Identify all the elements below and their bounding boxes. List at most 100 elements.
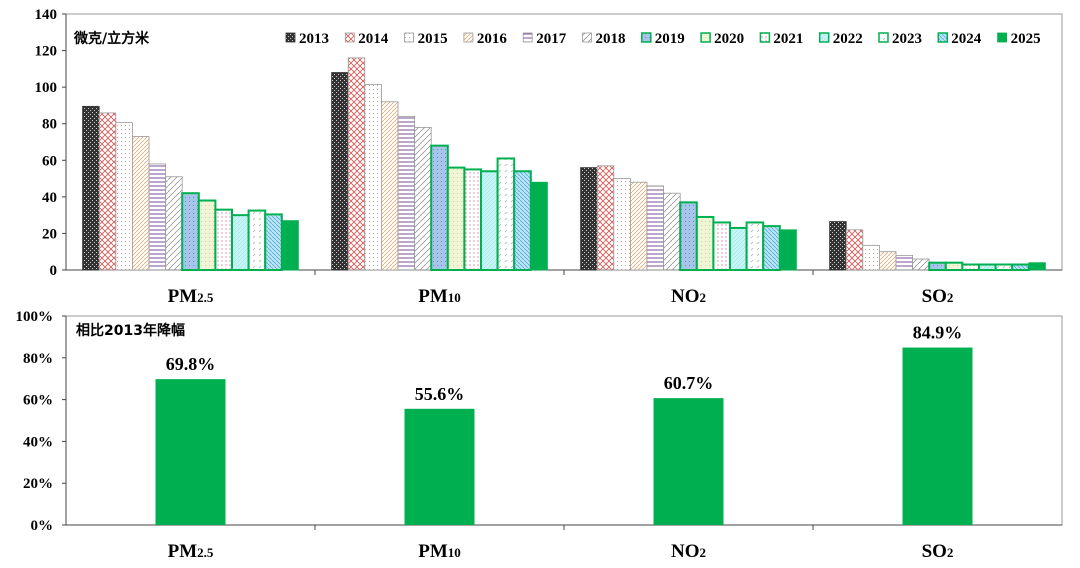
category-sub: 2 (947, 545, 954, 560)
x-category-label: PM10 (418, 541, 461, 562)
data-label: 60.7% (664, 373, 714, 393)
reduction-chart: 0%20%40%60%80%100%相比2013年降幅69.8%PM2.555.… (16, 309, 1063, 562)
bar-PM2.5-2025 (281, 220, 299, 271)
legend-item-2014: 2014 (344, 31, 389, 47)
bar-PM10-2018 (414, 126, 432, 271)
legend-swatch (997, 32, 1007, 43)
legend-item-2019: 2019 (641, 31, 685, 47)
x-category-label: SO2 (922, 286, 954, 307)
x-category-label: NO2 (671, 286, 706, 307)
y-tick-label: 20% (23, 476, 53, 492)
legend-item-2020: 2020 (700, 31, 744, 47)
y-tick-label: 120 (35, 44, 58, 60)
legend-label: 2013 (299, 31, 329, 47)
bar-PM2.5-2023 (247, 209, 267, 271)
legend-label: 2017 (536, 31, 567, 47)
legend-item-2016: 2016 (463, 31, 507, 47)
bar-NO2-2018 (663, 192, 681, 271)
legend-item-2015: 2015 (404, 31, 448, 47)
legend-label: 2018 (596, 31, 626, 47)
y-tick-label: 80 (42, 117, 57, 133)
data-label: 69.8% (166, 354, 216, 374)
category-main: PM (168, 286, 198, 307)
bar-SO2-2023 (994, 263, 1014, 271)
bar-SO2-2016 (879, 251, 897, 271)
category-main: NO (671, 286, 700, 307)
bar-NO2-2024 (762, 225, 781, 272)
category-main: PM (168, 541, 198, 562)
bar-SO2-2015 (862, 244, 880, 271)
legend-swatch (582, 32, 592, 43)
bar-NO2 (653, 398, 724, 525)
y-tick-label: 0 (50, 263, 58, 279)
bar-PM10-2019 (430, 144, 449, 272)
bar-PM2.5-2016 (131, 136, 150, 271)
bar-PM2.5-2019 (181, 192, 200, 271)
bar-SO2-2013 (829, 221, 847, 271)
legend-label: 2015 (418, 31, 448, 47)
bar-NO2-2017 (646, 185, 665, 271)
chart-title: 相比2013年降幅 (76, 322, 185, 339)
bar-PM2.5-2017 (148, 163, 167, 271)
data-label: 55.6% (415, 384, 465, 404)
y-tick-label: 20 (42, 226, 57, 242)
bar-NO2-2023 (745, 221, 765, 271)
bar-PM10-2023 (496, 157, 516, 271)
bar-PM10-2020 (446, 166, 466, 272)
legend-swatch (404, 32, 415, 43)
y-tick-label: 60 (42, 153, 57, 169)
x-category-label: NO2 (671, 541, 706, 562)
bar-SO2-2014 (845, 229, 864, 271)
x-category-label: PM2.5 (168, 286, 214, 307)
bar-SO2 (902, 347, 973, 525)
legend-label: 2019 (655, 31, 685, 47)
bar-PM10-2014 (347, 57, 366, 271)
y-tick-label: 100% (16, 309, 54, 325)
legend-item-2022: 2022 (818, 31, 863, 47)
legend-label: 2025 (1011, 31, 1041, 47)
x-category-label: PM2.5 (168, 541, 214, 562)
legend-item-2023: 2023 (878, 31, 922, 47)
bar-PM2.5-2020 (197, 199, 217, 271)
y-tick-label: 80% (23, 351, 53, 367)
bar-SO2-2025 (1028, 262, 1046, 271)
y-tick-label: 0% (31, 518, 54, 534)
bar-PM10-2022 (480, 170, 499, 271)
y-tick-label: 100 (35, 80, 58, 96)
bar-NO2-2025 (779, 229, 797, 271)
bar-NO2-2014 (596, 165, 615, 271)
bar-SO2-2019 (928, 261, 947, 271)
data-label: 84.9% (913, 323, 963, 343)
y-tick-label: 40 (42, 190, 57, 206)
bar-PM10 (404, 408, 475, 525)
y-tick-label: 60% (23, 393, 53, 409)
legend-label: 2021 (773, 31, 803, 47)
bar-PM10-2016 (380, 101, 399, 271)
legend-label: 2024 (951, 31, 982, 47)
legend-swatch (937, 32, 949, 43)
bar-PM10-2021 (463, 168, 482, 271)
bar-NO2-2016 (630, 181, 648, 271)
bar-PM2.5-2024 (264, 213, 283, 271)
category-main: PM (418, 541, 448, 562)
bar-PM10-2025 (530, 181, 548, 271)
category-main: PM (418, 286, 448, 307)
bar-PM2.5 (155, 379, 226, 525)
y-tick-label: 40% (23, 434, 53, 450)
legend-swatch (641, 32, 652, 43)
category-sub: 2.5 (197, 545, 214, 560)
category-main: SO (922, 541, 947, 562)
legend-label: 2023 (892, 31, 922, 47)
legend-swatch (759, 32, 771, 43)
category-sub: 2 (700, 290, 707, 305)
bar-PM2.5-2022 (231, 214, 250, 271)
bar-SO2-2017 (895, 254, 914, 271)
legend-item-2021: 2021 (759, 31, 803, 47)
category-sub: 10 (448, 290, 461, 305)
legend-swatch (700, 32, 711, 43)
legend-swatch (818, 32, 830, 43)
category-sub: 2 (700, 545, 707, 560)
bar-NO2-2020 (695, 215, 715, 272)
bar-PM2.5-2013 (82, 105, 100, 271)
